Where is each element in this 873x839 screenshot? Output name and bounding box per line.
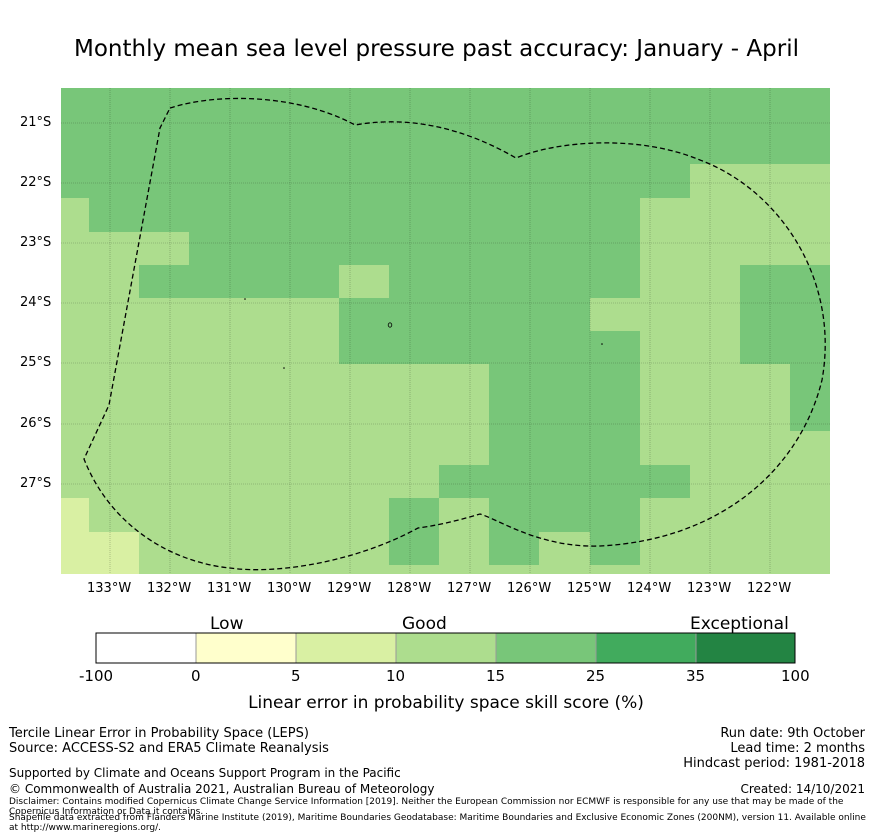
run-date: Run date: 9th October [720, 726, 865, 741]
colorbar-segment [396, 633, 496, 663]
island-marker [244, 298, 246, 300]
skill-cell [389, 498, 439, 565]
colorbar-segment [196, 633, 296, 663]
lat-label: 23°S [20, 235, 52, 250]
colorbar-tick: 5 [291, 667, 301, 685]
lon-label: 130°W [267, 581, 312, 596]
eez-boundary [83, 97, 826, 571]
skill-cell [139, 265, 339, 298]
skill-cell [489, 364, 640, 465]
colorbar-tick: -100 [79, 667, 114, 685]
skill-cell [439, 465, 690, 498]
skill-cell [189, 232, 640, 265]
colorbar-segment [96, 633, 196, 663]
lon-label: 129°W [327, 581, 372, 596]
islands [244, 298, 603, 369]
colorbar-segment [596, 633, 696, 663]
island-marker [283, 367, 285, 369]
lon-label: 133°W [87, 581, 132, 596]
footer-disclaimer: Disclaimer: Contains modified Copernicus… [9, 797, 844, 817]
skill-cell [89, 198, 640, 232]
colorbar-frame [95, 632, 796, 664]
skill-cell [790, 364, 830, 431]
island-marker [601, 343, 603, 345]
skill-cells [61, 88, 830, 574]
gridlines [61, 88, 830, 574]
hindcast-period: Hindcast period: 1981-2018 [683, 756, 865, 771]
lat-label: 24°S [20, 295, 52, 310]
skill-cell [489, 532, 539, 565]
lon-label: 122°W [747, 581, 792, 596]
lon-label: 132°W [147, 581, 192, 596]
skill-cell [61, 164, 690, 198]
lon-label: 125°W [567, 581, 612, 596]
lat-label: 26°S [20, 416, 52, 431]
lon-label: 124°W [627, 581, 672, 596]
lat-label: 21°S [20, 115, 52, 130]
lat-label: 22°S [20, 175, 52, 190]
created-date: Created: 14/10/2021 [740, 782, 865, 796]
colorbar-label: Linear error in probability space skill … [248, 693, 644, 713]
lat-label: 25°S [20, 355, 52, 370]
category-low: Low [210, 614, 244, 634]
skill-cell [61, 498, 89, 574]
skill-cell [61, 88, 830, 164]
lon-label: 126°W [507, 581, 552, 596]
colorbar-tick: 100 [781, 667, 810, 685]
island-marker [387, 322, 393, 328]
skill-cell [590, 331, 640, 364]
footer-source: Source: ACCESS-S2 and ERA5 Climate Reana… [9, 741, 329, 756]
colorbar-segment [296, 633, 396, 663]
skill-cell [389, 265, 640, 298]
colorbar-tick: 10 [386, 667, 406, 685]
skill-cell [89, 532, 139, 574]
colorbar-tick: 25 [586, 667, 606, 685]
lon-label: 128°W [387, 581, 432, 596]
lat-label: 27°S [20, 476, 52, 491]
skill-cell [489, 498, 640, 532]
lead-time: Lead time: 2 months [730, 741, 865, 756]
lon-label: 131°W [207, 581, 252, 596]
category-exceptional: Exceptional [690, 614, 789, 634]
category-good: Good [402, 614, 447, 634]
footer-copyright: © Commonwealth of Australia 2021, Austra… [9, 782, 435, 796]
skill-cell [339, 298, 590, 364]
footer-leps: Tercile Linear Error in Probability Spac… [9, 726, 309, 741]
lon-label: 127°W [447, 581, 492, 596]
footer-supported: Supported by Climate and Oceans Support … [9, 766, 401, 780]
skill-cell [590, 532, 640, 565]
colorbar-tick: 0 [191, 667, 201, 685]
chart-title: Monthly mean sea level pressure past acc… [74, 36, 799, 62]
footer-shapefile: Shapefile data extracted from Flanders M… [9, 813, 866, 833]
colorbar-segment [696, 633, 795, 663]
lon-label: 123°W [687, 581, 732, 596]
skill-cell [740, 265, 830, 364]
colorbar-segment [496, 633, 596, 663]
colorbar-tick: 35 [686, 667, 706, 685]
colorbar-tick: 15 [486, 667, 506, 685]
